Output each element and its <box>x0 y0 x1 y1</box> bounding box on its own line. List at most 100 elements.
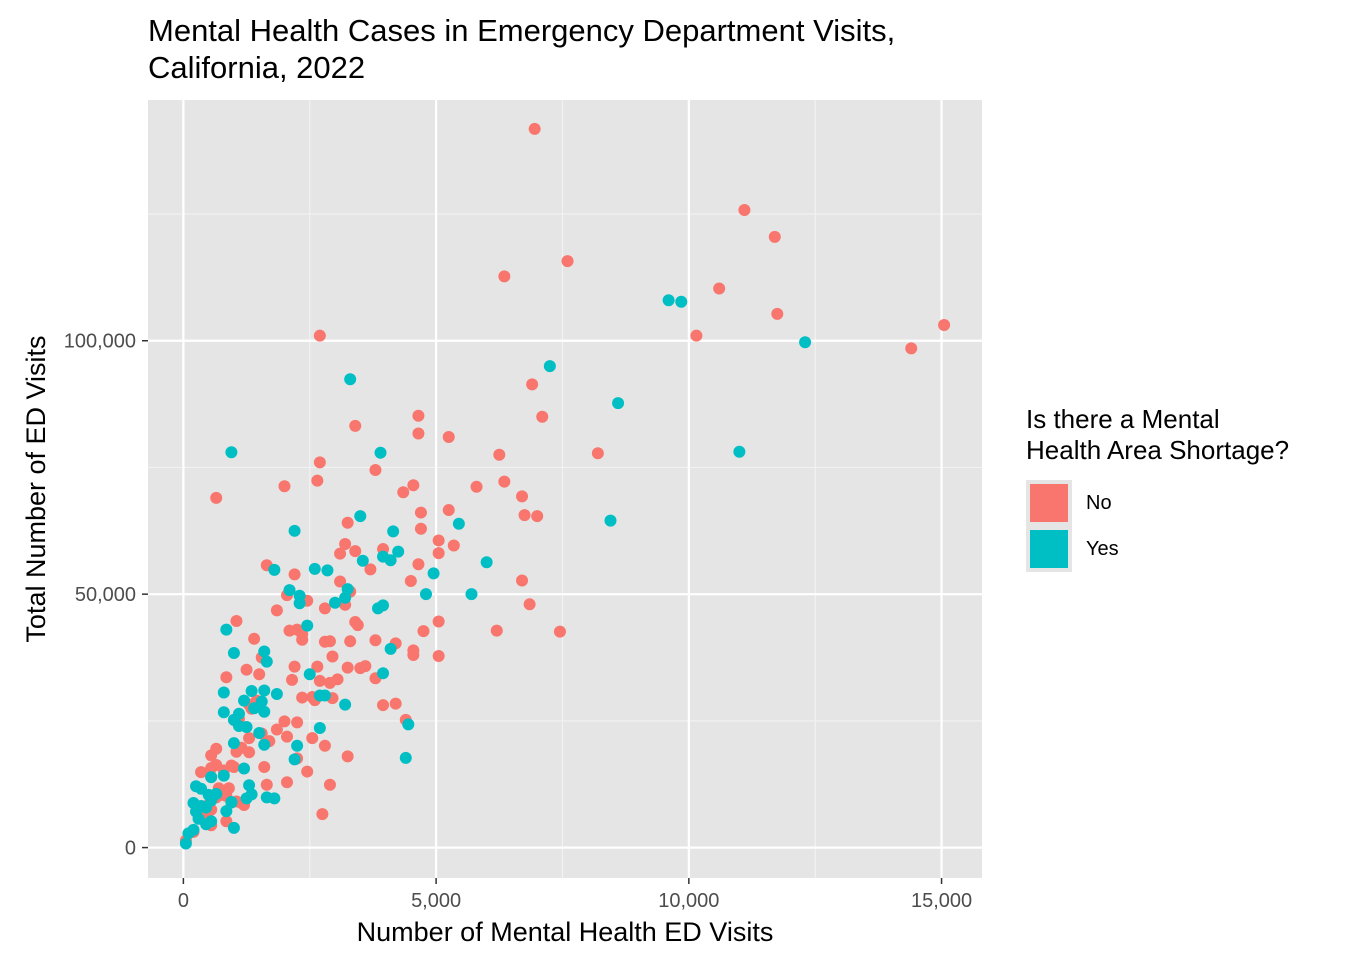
data-point-yes <box>245 684 258 697</box>
data-point-no <box>341 516 354 529</box>
data-point-yes <box>205 771 218 784</box>
data-point-yes <box>258 645 271 658</box>
data-point-yes <box>465 588 478 601</box>
data-point-no <box>296 633 309 646</box>
data-point-no <box>498 475 511 488</box>
data-point-no <box>205 749 218 762</box>
data-point-no <box>442 431 455 444</box>
legend-label-yes: Yes <box>1086 537 1119 560</box>
y-tick-label: 100,000 <box>64 331 136 353</box>
legend-swatch-no <box>1030 484 1068 522</box>
data-point-no <box>288 568 301 581</box>
data-point-no <box>518 509 531 522</box>
data-point-no <box>690 329 703 342</box>
data-point-no <box>323 676 336 689</box>
x-tick-label: 10,000 <box>658 890 719 912</box>
data-point-yes <box>179 837 192 850</box>
data-point-no <box>281 776 293 789</box>
data-point-no <box>359 660 372 673</box>
data-point-no <box>248 632 261 645</box>
axis-ticks: 0 5,000 10,000 15,000 0 50,000 100,000 <box>64 331 972 912</box>
data-point-yes <box>291 739 304 752</box>
data-point-no <box>397 486 410 499</box>
data-point-no <box>407 479 420 492</box>
data-point-yes <box>182 827 195 840</box>
x-tick-label: 15,000 <box>911 890 972 912</box>
data-point-yes <box>227 737 240 750</box>
data-point-no <box>318 602 331 615</box>
data-point-yes <box>427 567 440 580</box>
data-point-no <box>531 510 544 523</box>
data-point-yes <box>217 769 230 782</box>
data-point-yes <box>258 705 271 718</box>
data-point-no <box>341 750 354 763</box>
data-point-no <box>318 739 331 752</box>
data-point-no <box>414 506 427 519</box>
data-point-no <box>470 480 483 493</box>
data-point-no <box>938 319 951 332</box>
data-point-yes <box>392 545 405 558</box>
data-point-no <box>407 648 420 661</box>
data-point-yes <box>238 694 251 707</box>
data-point-no <box>498 270 511 283</box>
plot-panel <box>148 100 982 878</box>
data-point-yes <box>220 805 233 818</box>
data-point-no <box>318 635 331 648</box>
data-point-no <box>432 534 445 547</box>
data-point-yes <box>662 294 675 307</box>
data-point-no <box>768 230 781 243</box>
data-point-no <box>369 634 382 647</box>
data-point-no <box>339 537 352 550</box>
data-point-no <box>301 765 314 778</box>
x-tick-label: 5,000 <box>411 890 461 912</box>
data-point-yes <box>227 821 240 834</box>
legend-item-no: No <box>1026 480 1289 526</box>
data-point-no <box>344 635 357 648</box>
data-point-yes <box>543 360 556 373</box>
data-point-yes <box>195 782 208 795</box>
data-point-no <box>442 504 455 517</box>
data-point-no <box>349 545 362 558</box>
data-point-yes <box>675 295 688 308</box>
data-point-no <box>713 282 726 295</box>
data-point-no <box>432 650 445 663</box>
data-point-yes <box>399 751 412 764</box>
data-point-no <box>447 539 460 552</box>
data-point-yes <box>268 792 281 805</box>
data-point-no <box>523 598 536 611</box>
data-point-yes <box>301 619 314 632</box>
data-point-yes <box>480 556 493 569</box>
legend-label-no: No <box>1086 491 1112 514</box>
x-axis-title: Number of Mental Health ED Visits <box>357 917 774 947</box>
data-point-no <box>377 699 390 712</box>
data-point-yes <box>384 554 397 567</box>
y-axis-title: Total Number of ED Visits <box>21 335 51 642</box>
data-point-no <box>432 547 445 560</box>
data-point-yes <box>258 738 271 751</box>
data-point-no <box>432 615 445 628</box>
data-point-no <box>389 697 402 710</box>
data-point-yes <box>321 564 334 577</box>
data-point-no <box>270 604 283 617</box>
data-point-yes <box>260 655 273 668</box>
data-point-no <box>283 624 296 637</box>
data-point-no <box>243 732 256 745</box>
data-point-no <box>591 447 604 460</box>
data-point-yes <box>308 562 321 575</box>
data-point-yes <box>356 554 369 567</box>
data-point-no <box>412 427 425 440</box>
data-point-yes <box>220 623 233 636</box>
data-point-no <box>313 456 326 469</box>
data-point-no <box>553 625 566 638</box>
data-point-yes <box>387 525 400 538</box>
data-point-no <box>323 778 336 791</box>
data-point-yes <box>733 445 746 458</box>
data-point-no <box>326 650 339 663</box>
data-point-yes <box>318 689 331 702</box>
data-point-no <box>258 761 271 774</box>
legend-item-yes: Yes <box>1026 526 1289 572</box>
data-point-no <box>493 448 506 461</box>
data-point-yes <box>799 336 812 349</box>
data-point-no <box>334 575 347 588</box>
data-point-no <box>341 661 354 674</box>
